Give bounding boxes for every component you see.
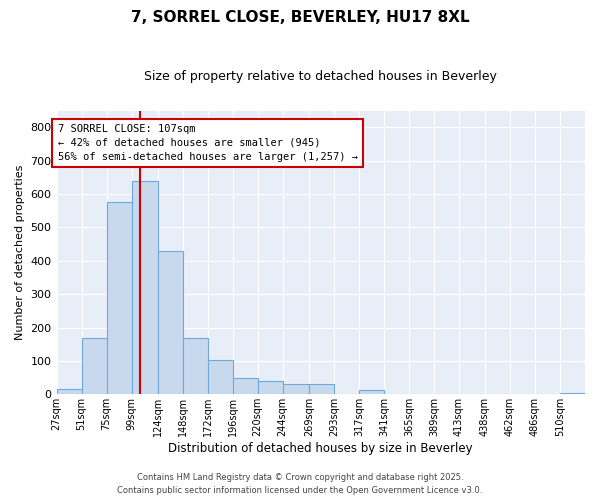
Title: Size of property relative to detached houses in Beverley: Size of property relative to detached ho… bbox=[145, 70, 497, 83]
X-axis label: Distribution of detached houses by size in Beverley: Distribution of detached houses by size … bbox=[169, 442, 473, 455]
Bar bbox=[107, 202, 131, 394]
Y-axis label: Number of detached properties: Number of detached properties bbox=[15, 164, 25, 340]
Bar bbox=[56, 390, 82, 394]
Bar bbox=[309, 384, 334, 394]
Bar bbox=[283, 384, 309, 394]
Bar bbox=[560, 392, 585, 394]
Bar bbox=[258, 381, 283, 394]
Text: 7, SORREL CLOSE, BEVERLEY, HU17 8XL: 7, SORREL CLOSE, BEVERLEY, HU17 8XL bbox=[131, 10, 469, 25]
Bar bbox=[208, 360, 233, 394]
Bar bbox=[359, 390, 384, 394]
Text: Contains HM Land Registry data © Crown copyright and database right 2025.
Contai: Contains HM Land Registry data © Crown c… bbox=[118, 474, 482, 495]
Bar bbox=[158, 251, 182, 394]
Text: 7 SORREL CLOSE: 107sqm
← 42% of detached houses are smaller (945)
56% of semi-de: 7 SORREL CLOSE: 107sqm ← 42% of detached… bbox=[58, 124, 358, 162]
Bar bbox=[131, 180, 158, 394]
Bar bbox=[182, 338, 208, 394]
Bar bbox=[82, 338, 107, 394]
Bar bbox=[233, 378, 258, 394]
